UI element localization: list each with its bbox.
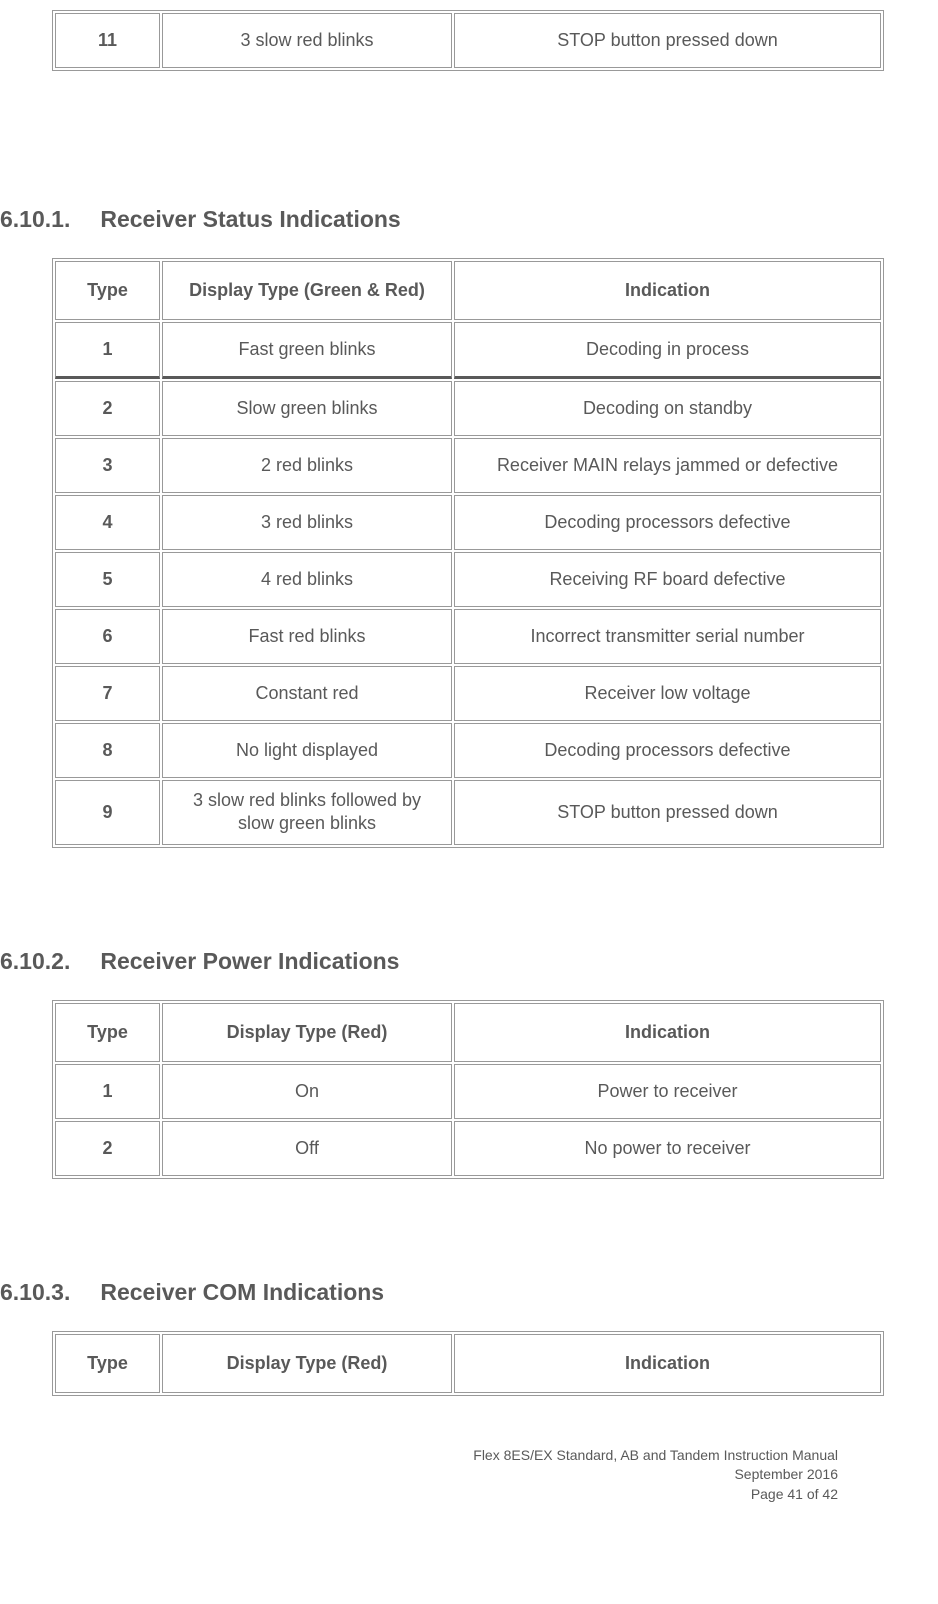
- cell-indication: Decoding processors defective: [454, 495, 881, 550]
- header-display: Display Type (Red): [162, 1003, 452, 1062]
- cell-type: 5: [55, 552, 160, 607]
- table-header: Type Display Type (Red) Indication: [55, 1003, 881, 1062]
- section-heading-3: 6.10.3. Receiver COM Indications: [0, 1279, 888, 1306]
- cell-indication: Decoding processors defective: [454, 723, 881, 778]
- header-indication: Indication: [454, 1334, 881, 1393]
- table-row: 7Constant redReceiver low voltage: [55, 666, 881, 721]
- table-row: 6Fast red blinksIncorrect transmitter se…: [55, 609, 881, 664]
- cell-indication: No power to receiver: [454, 1121, 881, 1176]
- table-row: 1OnPower to receiver: [55, 1064, 881, 1119]
- section-title: Receiver COM Indications: [100, 1279, 384, 1306]
- header-indication: Indication: [454, 1003, 881, 1062]
- table-body: 1OnPower to receiver2OffNo power to rece…: [55, 1064, 881, 1176]
- cell-display: Off: [162, 1121, 452, 1176]
- cell-display: On: [162, 1064, 452, 1119]
- spacer: [0, 848, 888, 908]
- power-indications-table: Type Display Type (Red) Indication 1OnPo…: [52, 1000, 884, 1179]
- cell-type: 2: [55, 1121, 160, 1176]
- cell-type: 2: [55, 381, 160, 436]
- table-row: 43 red blinksDecoding processors defecti…: [55, 495, 881, 550]
- table-row: 8No light displayedDecoding processors d…: [55, 723, 881, 778]
- cell-display: Constant red: [162, 666, 452, 721]
- cell-indication: Receiving RF board defective: [454, 552, 881, 607]
- cell-type: 3: [55, 438, 160, 493]
- section-heading-1: 6.10.1. Receiver Status Indications: [0, 206, 888, 233]
- spacer: [0, 1179, 888, 1239]
- section-title: Receiver Power Indications: [100, 948, 399, 975]
- cell-display: 3 slow red blinks: [162, 13, 452, 68]
- cell-display: Slow green blinks: [162, 381, 452, 436]
- table-row: 54 red blinksReceiving RF board defectiv…: [55, 552, 881, 607]
- top-table-body: 11 3 slow red blinks STOP button pressed…: [55, 13, 881, 68]
- cell-indication: STOP button pressed down: [454, 13, 881, 68]
- cell-type: 7: [55, 666, 160, 721]
- table-row: 11 3 slow red blinks STOP button pressed…: [55, 13, 881, 68]
- com-indications-table: Type Display Type (Red) Indication: [52, 1331, 884, 1396]
- header-type: Type: [55, 261, 160, 320]
- cell-type: 1: [55, 322, 160, 379]
- cell-display: No light displayed: [162, 723, 452, 778]
- table-row: 32 red blinksReceiver MAIN relays jammed…: [55, 438, 881, 493]
- footer-line-3: Page 41 of 42: [0, 1485, 838, 1505]
- cell-display: 3 slow red blinks followed by slow green…: [162, 780, 452, 845]
- table-body: 1Fast green blinksDecoding in process2Sl…: [55, 322, 881, 845]
- page-content: 11 3 slow red blinks STOP button pressed…: [0, 0, 938, 1535]
- cell-type: 1: [55, 1064, 160, 1119]
- header-type: Type: [55, 1003, 160, 1062]
- top-fragment-table: 11 3 slow red blinks STOP button pressed…: [52, 10, 884, 71]
- cell-type: 6: [55, 609, 160, 664]
- cell-indication: Power to receiver: [454, 1064, 881, 1119]
- cell-indication: Receiver low voltage: [454, 666, 881, 721]
- table-row: 93 slow red blinks followed by slow gree…: [55, 780, 881, 845]
- table-header-row: Type Display Type (Green & Red) Indicati…: [55, 261, 881, 320]
- cell-indication: Decoding on standby: [454, 381, 881, 436]
- header-display: Display Type (Red): [162, 1334, 452, 1393]
- cell-display: 2 red blinks: [162, 438, 452, 493]
- section-number: 6.10.1.: [0, 206, 70, 233]
- section-heading-2: 6.10.2. Receiver Power Indications: [0, 948, 888, 975]
- section-title: Receiver Status Indications: [100, 206, 400, 233]
- section-number: 6.10.2.: [0, 948, 70, 975]
- cell-indication: Incorrect transmitter serial number: [454, 609, 881, 664]
- cell-display: Fast green blinks: [162, 322, 452, 379]
- header-display: Display Type (Green & Red): [162, 261, 452, 320]
- cell-type: 4: [55, 495, 160, 550]
- cell-type: 9: [55, 780, 160, 845]
- header-indication: Indication: [454, 261, 881, 320]
- cell-type: 11: [55, 13, 160, 68]
- table-row: 2OffNo power to receiver: [55, 1121, 881, 1176]
- page-footer: Flex 8ES/EX Standard, AB and Tandem Inst…: [0, 1446, 888, 1505]
- cell-display: 3 red blinks: [162, 495, 452, 550]
- status-indications-table: Type Display Type (Green & Red) Indicati…: [52, 258, 884, 848]
- table-header: Type Display Type (Red) Indication: [55, 1334, 881, 1393]
- footer-line-1: Flex 8ES/EX Standard, AB and Tandem Inst…: [0, 1446, 838, 1466]
- header-type: Type: [55, 1334, 160, 1393]
- cell-display: Fast red blinks: [162, 609, 452, 664]
- spacer: [0, 71, 888, 166]
- footer-line-2: September 2016: [0, 1465, 838, 1485]
- cell-display: 4 red blinks: [162, 552, 452, 607]
- cell-indication: Receiver MAIN relays jammed or defective: [454, 438, 881, 493]
- cell-type: 8: [55, 723, 160, 778]
- table-header: Type Display Type (Green & Red) Indicati…: [55, 261, 881, 320]
- cell-indication: Decoding in process: [454, 322, 881, 379]
- table-row: 2Slow green blinksDecoding on standby: [55, 381, 881, 436]
- table-header-row: Type Display Type (Red) Indication: [55, 1003, 881, 1062]
- section-number: 6.10.3.: [0, 1279, 70, 1306]
- table-row: 1Fast green blinksDecoding in process: [55, 322, 881, 379]
- table-header-row: Type Display Type (Red) Indication: [55, 1334, 881, 1393]
- cell-indication: STOP button pressed down: [454, 780, 881, 845]
